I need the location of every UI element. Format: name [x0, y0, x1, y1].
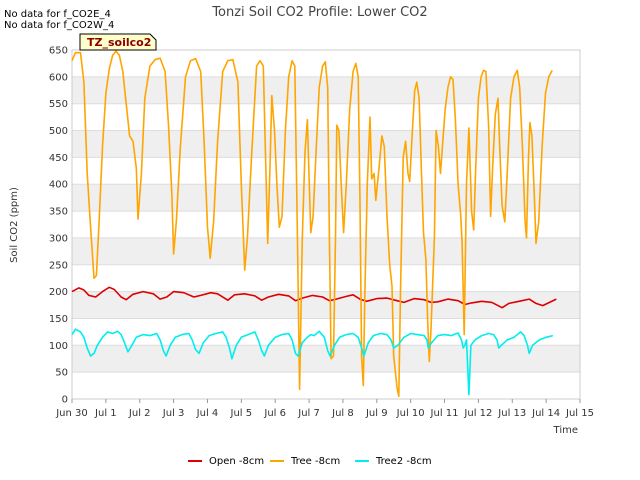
series-line-tree-8cm [71, 50, 553, 398]
x-tick-label: Jul 11 [430, 408, 459, 419]
x-tick-label: Jul 7 [297, 408, 320, 419]
y-tick-label: 600 [49, 72, 68, 83]
x-tick-label: Jul 8 [331, 408, 354, 419]
source-badge: TZ_soilco2 [79, 33, 157, 51]
x-tick-label: Jul 15 [565, 408, 594, 419]
x-tick-label: Jul 2 [128, 408, 151, 419]
legend-label: Open -8cm [209, 456, 264, 467]
x-tick-label: Jul 12 [463, 408, 492, 419]
y-tick-label: 250 [49, 260, 68, 271]
x-tick-label: Jul 9 [365, 408, 388, 419]
chart-title: Tonzi Soil CO2 Profile: Lower CO2 [211, 5, 427, 20]
plot-background-bands [72, 76, 580, 373]
x-tick-label: Jul 13 [497, 408, 526, 419]
source-badge-label: TZ_soilco2 [87, 36, 151, 49]
x-tick-label: Jun 30 [55, 408, 88, 419]
note-co2w: No data for f_CO2W_4 [4, 20, 114, 31]
y-tick-label: 50 [55, 368, 68, 379]
background-band [72, 237, 580, 265]
x-tick-label: Jul 1 [94, 408, 117, 419]
background-band [72, 76, 580, 104]
x-axis-ticks: Jun 30 Jul 1 Jul 2 Jul 3 Jul 4 Jul 5 Jul 6 Jul … [55, 399, 594, 419]
x-tick-label: Jul 10 [396, 408, 425, 419]
background-band [72, 345, 580, 373]
x-tick-label: Jul 3 [162, 408, 185, 419]
x-tick-label: Jul 6 [263, 408, 286, 419]
x-tick-label: Jul 4 [196, 408, 219, 419]
y-tick-label: 300 [49, 233, 68, 244]
y-tick-label: 450 [49, 153, 68, 164]
legend-label: Tree -8cm [290, 456, 340, 467]
y-tick-label: 500 [49, 126, 68, 137]
x-axis-title: Time [553, 425, 578, 436]
y-axis-title: Soil CO2 (ppm) [9, 187, 20, 263]
y-tick-label: 400 [49, 180, 68, 191]
y-tick-label: 650 [49, 46, 68, 57]
y-axis-ticks: 0 50 100 150 200 250 300 350 400 450 500 550 600 650 [49, 46, 68, 406]
y-tick-label: 550 [49, 99, 68, 110]
x-tick-label: Jul 14 [531, 408, 560, 419]
background-band [72, 291, 580, 319]
series-line-tree2-8cm [71, 328, 554, 396]
background-band [72, 130, 580, 158]
x-tick-label: Jul 5 [230, 408, 253, 419]
y-tick-label: 350 [49, 207, 68, 218]
legend-label: Tree2 -8cm [375, 456, 432, 467]
y-tick-label: 200 [49, 287, 68, 298]
plot-area-frame [71, 49, 581, 400]
y-tick-label: 150 [49, 314, 68, 325]
note-co2e: No data for f_CO2E_4 [4, 9, 111, 20]
background-band [72, 184, 580, 212]
series-line-open-8cm [71, 286, 557, 309]
legend: Open -8cm Tree -8cm Tree2 -8cm [188, 456, 432, 467]
y-tick-label: 100 [49, 341, 68, 352]
series-layer [71, 50, 557, 398]
y-tick-label: 0 [62, 395, 68, 406]
